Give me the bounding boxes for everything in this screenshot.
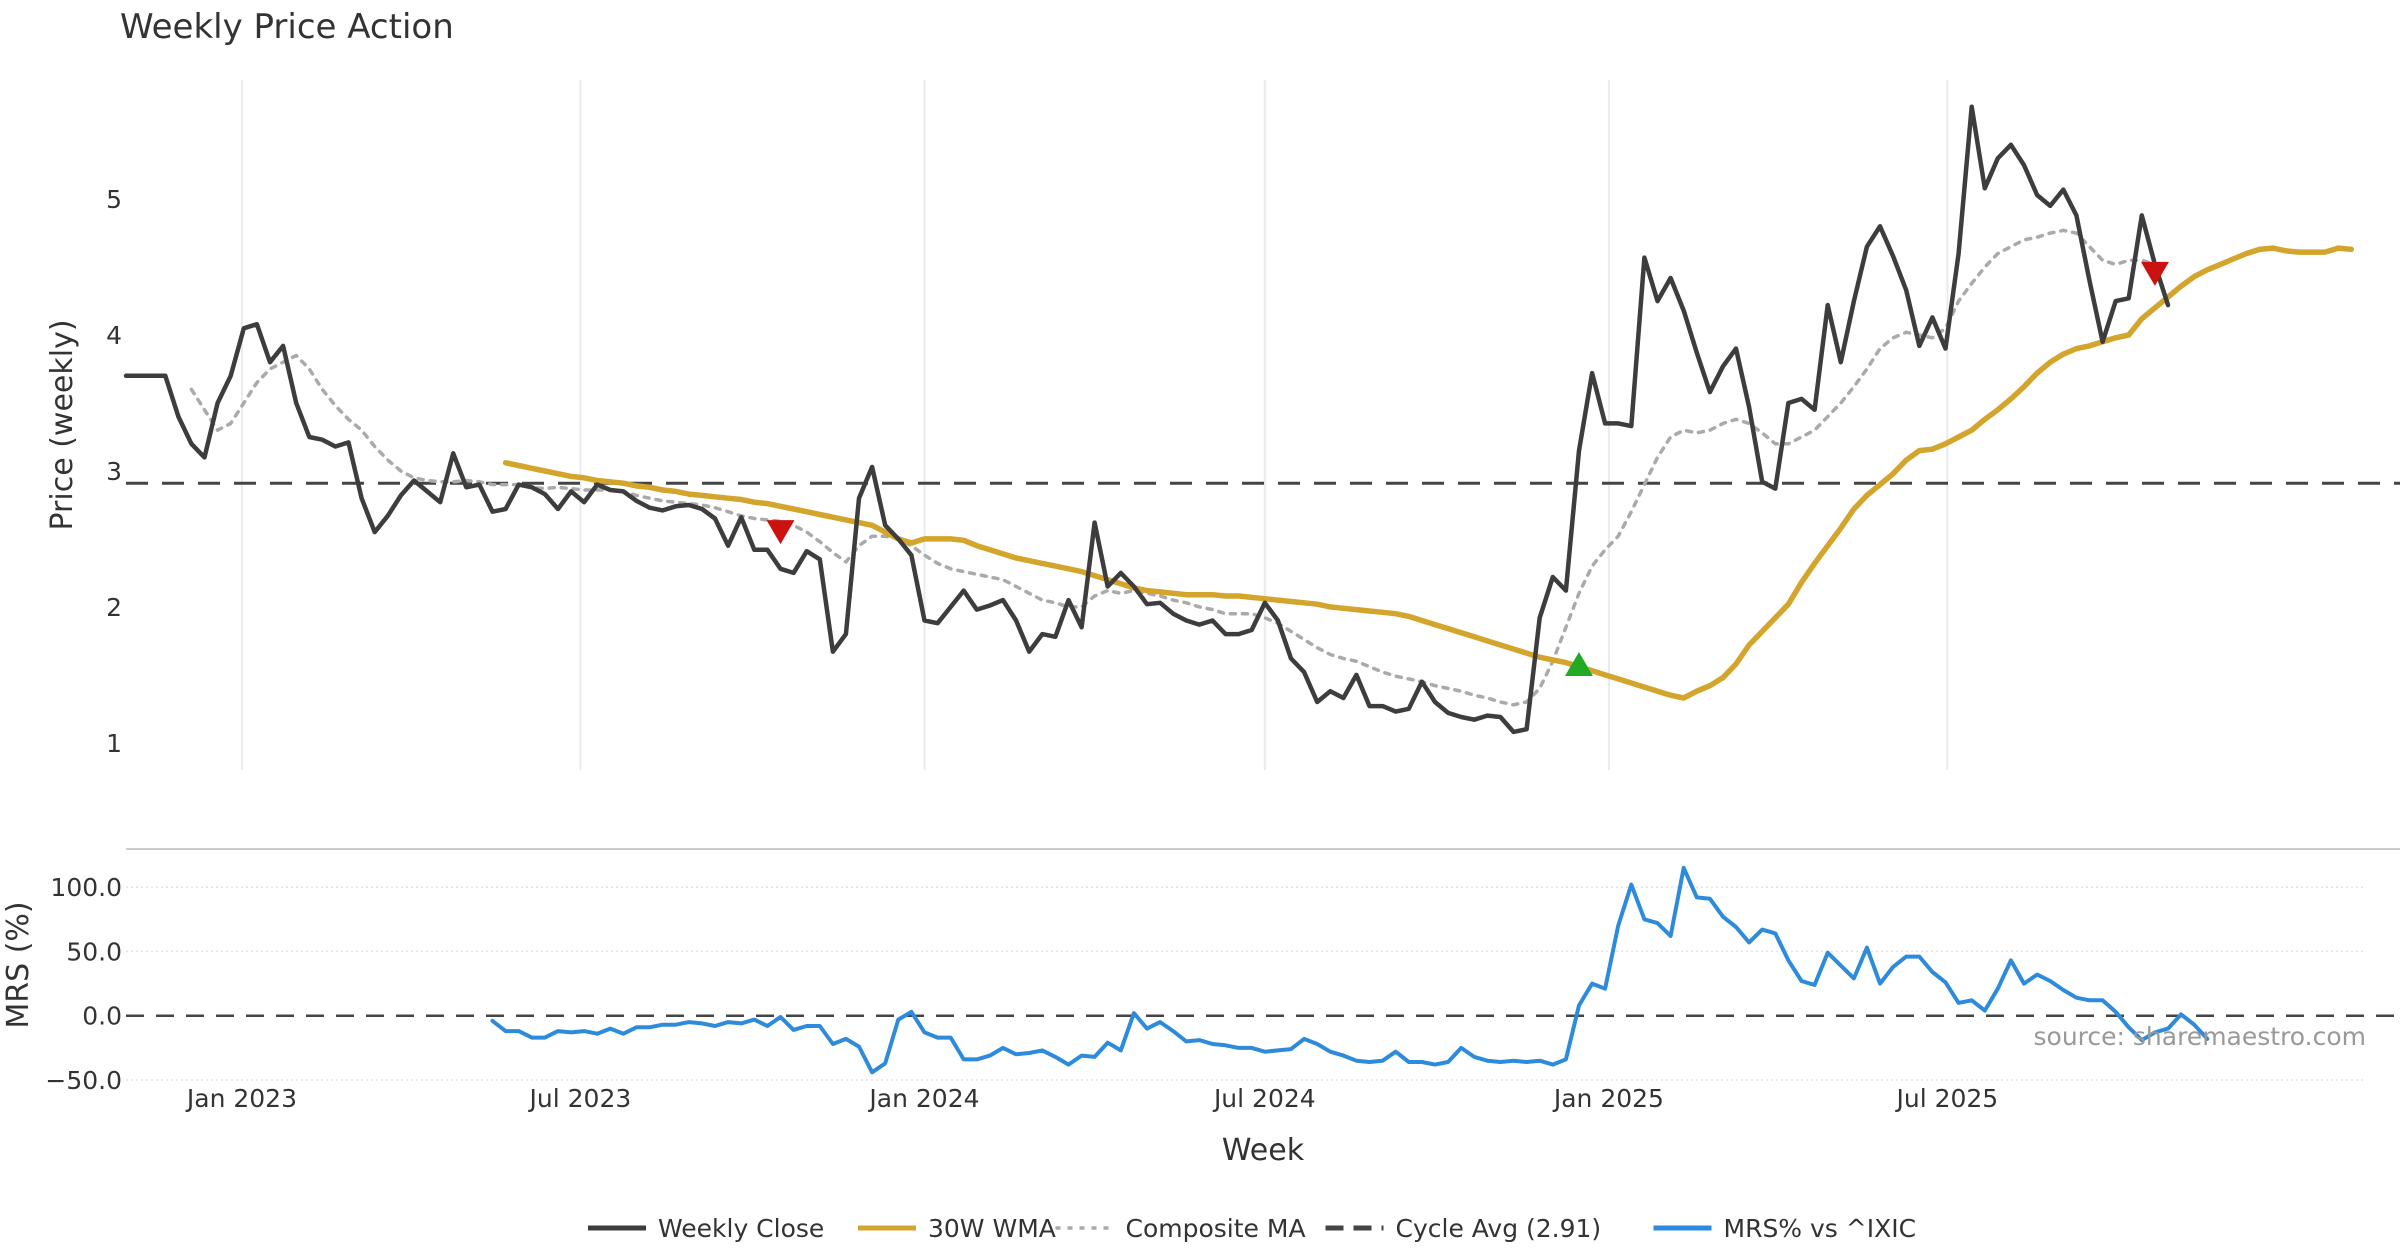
x-tick-label: Jan 2023 — [185, 1084, 297, 1113]
legend-item: MRS% vs ^IXIC — [1653, 1214, 1917, 1243]
x-ticks: Jan 2023 Jul 2023 Jan 2024 Jul 2024 Jan 2025… — [185, 1084, 1998, 1113]
mrs-panel: 100.0 50.0 0.0 −50.0 MRS (%) source: sharem… — [1, 865, 2400, 1168]
mrs-y-tick-label: −50.0 — [45, 1066, 122, 1095]
buy-signal-marker — [1564, 651, 1593, 676]
price-y-tick-label: 5 — [106, 185, 122, 214]
series-line-30w-wma — [502, 245, 2355, 701]
sell-signal-marker — [766, 520, 795, 545]
mrs-y-ticks: 100.0 50.0 0.0 −50.0 — [45, 873, 122, 1095]
price-y-ticks: 1 2 3 4 5 — [106, 185, 122, 758]
price-y-tick-label: 1 — [106, 729, 122, 758]
legend-item: 30W WMA — [858, 1214, 1056, 1243]
mrs-series — [490, 865, 2210, 1075]
series-line-weekly-close — [123, 104, 2171, 735]
legend-item: Cycle Avg (2.91) — [1325, 1214, 1602, 1243]
chart-title: Weekly Price Action — [120, 7, 454, 47]
mrs-y-label: MRS (%) — [1, 901, 36, 1028]
mrs-y-tick-label: 50.0 — [66, 937, 122, 966]
price-gridlines — [240, 80, 1949, 770]
signal-markers — [766, 261, 2169, 676]
x-axis-label: Week — [1222, 1133, 1305, 1168]
legend-label: Cycle Avg (2.91) — [1396, 1214, 1602, 1243]
series-line-mrs — [490, 865, 2210, 1075]
price-y-tick-label: 3 — [106, 457, 122, 486]
legend-label: MRS% vs ^IXIC — [1724, 1214, 1917, 1243]
price-y-tick-label: 4 — [106, 321, 122, 350]
mrs-gridlines — [126, 886, 2366, 1081]
x-tick-label: Jan 2024 — [867, 1084, 979, 1113]
price-panel: Weekly Price Action 1 2 3 4 5 Price (weekly) — [45, 7, 2400, 770]
sell-signal-marker — [2140, 261, 2169, 286]
price-series — [123, 104, 2355, 735]
x-tick-label: Jul 2023 — [528, 1084, 632, 1113]
legend: Weekly Close 30W WMA Composite MA Cycle Avg… — [588, 1214, 1916, 1243]
legend-label: Composite MA — [1126, 1214, 1306, 1243]
x-tick-label: Jan 2025 — [1552, 1084, 1664, 1113]
price-y-label: Price (weekly) — [45, 319, 80, 530]
x-tick-label: Jul 2025 — [1894, 1084, 1998, 1113]
legend-item: Composite MA — [1055, 1214, 1306, 1243]
mrs-y-tick-label: 100.0 — [50, 873, 122, 902]
legend-label: 30W WMA — [928, 1214, 1056, 1243]
source-annotation: source: sharemaestro.com — [2034, 1022, 2367, 1051]
legend-item: Weekly Close — [588, 1214, 824, 1243]
x-tick-label: Jul 2024 — [1212, 1084, 1316, 1113]
mrs-y-tick-label: 0.0 — [82, 1002, 122, 1031]
legend-label: Weekly Close — [658, 1214, 824, 1243]
price-y-tick-label: 2 — [106, 593, 122, 622]
